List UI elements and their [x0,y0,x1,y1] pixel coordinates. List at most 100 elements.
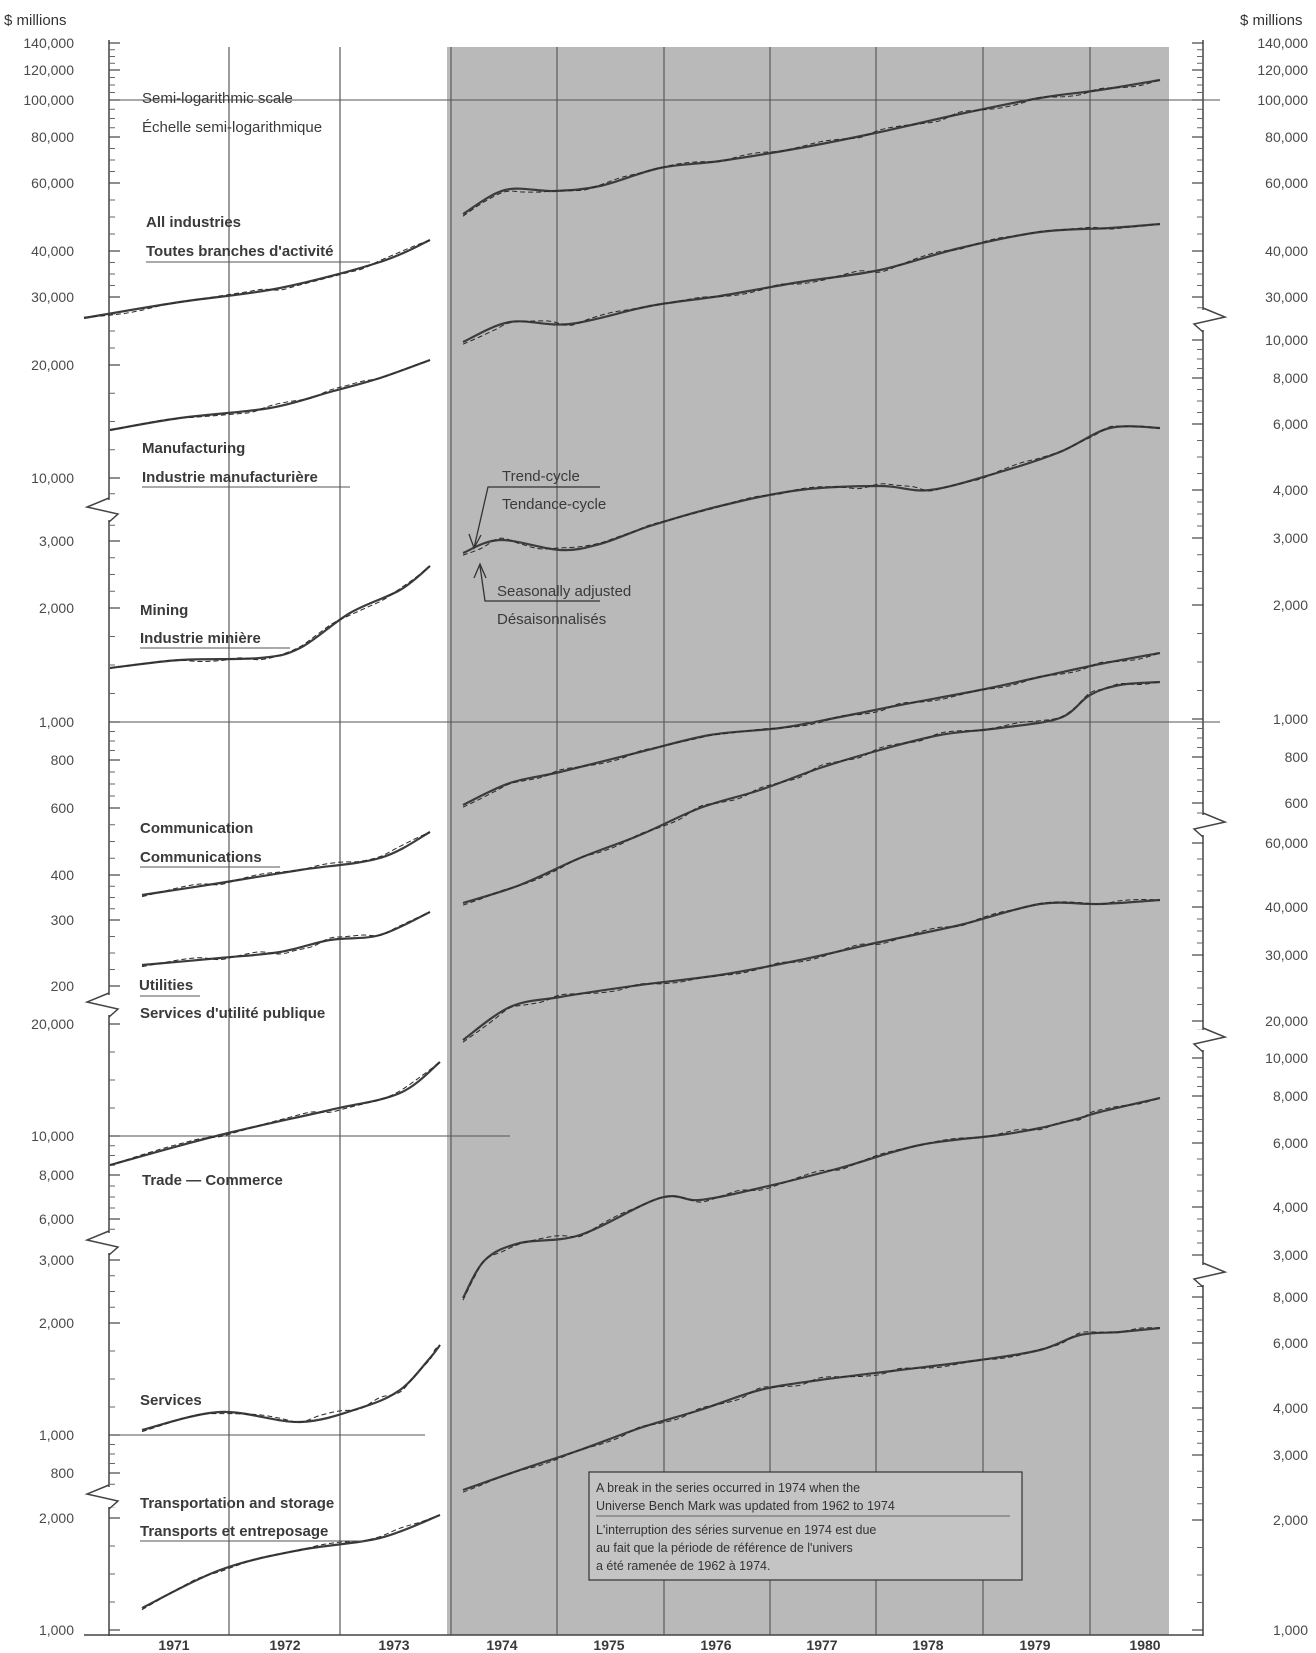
left-tick-label: 200 [51,978,75,994]
left-axis-ticks: 140,000 120,000 100,000 80,000 60,000 40,000 3… [23,35,120,1638]
left-tick-label: 400 [51,867,75,883]
left-tick-label: 3,000 [39,1252,74,1268]
label-services: Services [140,1392,202,1409]
left-tick-label: 6,000 [39,1211,74,1227]
right-axis-ticks: 140,000 120,000 100,000 80,000 60,000 40,000 3… [1192,35,1308,1638]
right-tick-label: 140,000 [1257,35,1308,51]
trend-cycle-line [462,425,1161,555]
right-tick-label: 2,000 [1273,1512,1308,1528]
label-all-industries-fr: Toutes branches d'activité [146,243,334,260]
right-tick-label: 1,000 [1273,711,1308,727]
break-note: A break in the series occurred in 1974 w… [588,1471,1023,1581]
left-tick-label: 120,000 [23,62,74,78]
right-tick-label: 2,000 [1273,597,1308,613]
label-manufacturing-en: Manufacturing [142,440,245,457]
right-tick-label: 4,000 [1273,1400,1308,1416]
right-axis-break [1192,812,1228,838]
left-tick-label: 100,000 [23,92,74,108]
seasonally-adjusted-line [462,652,1161,808]
trend-cycle-line [462,680,1161,905]
seasonally-adjusted-line [141,1344,441,1433]
trend-cycle-line [109,1061,441,1167]
right-tick-label: 1,000 [1273,1622,1308,1638]
trend-cycle-fr: Tendance-cycle [502,496,606,513]
right-tick-label: 30,000 [1265,289,1308,305]
right-tick-label: 60,000 [1265,175,1308,191]
trend-cycle-line [462,1096,1161,1299]
trend-cycle-line [462,898,1161,1041]
axis-breaks [84,307,1228,1510]
right-axis-break [1192,1027,1228,1053]
right-tick-label: 8,000 [1273,1088,1308,1104]
seasonally-adjusted-line [109,1061,441,1166]
trend-cycle-line [462,651,1161,806]
trend-cycle-en: Trend-cycle [502,468,580,485]
label-transport-fr: Transports et entreposage [140,1523,328,1540]
left-break-gap [100,1233,120,1253]
year-label: 1976 [700,1637,731,1653]
label-communication-fr: Communications [140,849,262,866]
right-axis-break [1192,307,1228,333]
seasonally-adjusted-line [83,239,431,318]
left-tick-label: 2,000 [39,1510,74,1526]
label-all-industries-en: All industries [146,214,241,231]
right-tick-label: 3,000 [1273,530,1308,546]
right-break-gap [1194,815,1214,835]
left-tick-label: 30,000 [31,289,74,305]
right-tick-label: 80,000 [1265,129,1308,145]
year-dividers [228,47,1091,1635]
seasonally-adjusted-line [462,898,1161,1043]
year-label: 1977 [806,1637,837,1653]
right-tick-label: 120,000 [1257,62,1308,78]
seasonally-adjusted-line [462,79,1161,217]
series-lines [83,78,1161,1611]
left-tick-label: 1,000 [39,714,74,730]
seasonally-adjusted-line [141,1514,441,1611]
year-label: 1975 [593,1637,624,1653]
seasonally-adjusted-line [462,681,1161,906]
left-tick-label: 8,000 [39,1167,74,1183]
left-tick-label: 140,000 [23,35,74,51]
label-mining-fr: Industrie minière [140,630,261,647]
trend-cycle-line [141,910,431,967]
left-tick-label: 1,000 [39,1622,74,1638]
right-tick-label: 60,000 [1265,835,1308,851]
right-tick-label: 30,000 [1265,947,1308,963]
right-tick-label: 3,000 [1273,1247,1308,1263]
right-tick-label: 8,000 [1273,370,1308,386]
note-fr-line-3: a été ramenée de 1962 à 1974. [596,1559,770,1573]
trend-cycle-line [109,358,431,432]
label-underlines [140,261,370,1542]
shaded-period [447,47,1169,1635]
label-mining-en: Mining [140,602,188,619]
right-break-gap [1194,1030,1214,1050]
note-fr-line-2: au fait que la période de référence de l… [596,1541,853,1555]
right-tick-label: 10,000 [1265,332,1308,348]
note-fr-line-1: L'interruption des séries survenue en 19… [596,1523,876,1537]
left-tick-label: 40,000 [31,243,74,259]
seasonally-adjusted-line [109,359,431,431]
seasonally-adjusted-line [462,223,1161,345]
left-tick-label: 10,000 [31,470,74,486]
trend-cycle-line [462,222,1161,344]
note-en-line-2: Universe Bench Mark was updated from 196… [596,1499,895,1513]
callout-arrows [468,486,600,602]
year-label: 1978 [912,1637,943,1653]
left-axis-break [84,497,120,523]
right-tick-label: 4,000 [1273,1199,1308,1215]
left-tick-label: 600 [51,800,75,816]
trend-cycle-line [109,565,431,670]
year-label: 1974 [486,1637,517,1653]
right-tick-label: 8,000 [1273,1289,1308,1305]
right-tick-label: 20,000 [1265,1013,1308,1029]
label-utilities-en: Utilities [139,977,193,994]
left-tick-label: 2,000 [39,1315,74,1331]
left-tick-label: 2,000 [39,600,74,616]
right-tick-label: 6,000 [1273,416,1308,432]
seasonally-adjusted-line [141,911,431,968]
right-tick-label: 40,000 [1265,243,1308,259]
year-label: 1972 [269,1637,300,1653]
trend-cycle-line [141,1344,441,1432]
right-break-gap [1194,1265,1214,1285]
